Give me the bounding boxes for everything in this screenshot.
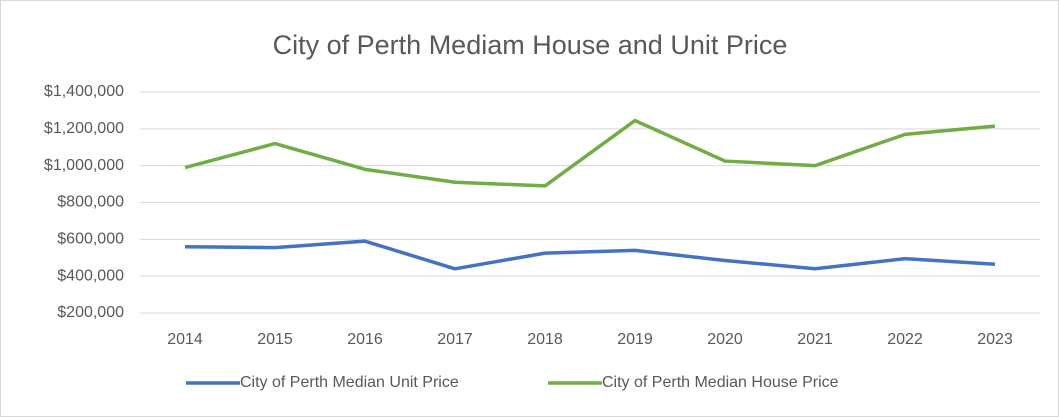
x-tick-label: 2023	[977, 331, 1013, 348]
y-tick-label: $600,000	[57, 231, 124, 248]
legend-label: City of Perth Median House Price	[602, 374, 839, 391]
x-tick-label: 2018	[527, 331, 563, 348]
y-tick-label: $1,200,000	[44, 120, 124, 137]
y-tick-label: $400,000	[57, 267, 124, 284]
series-line	[184, 239, 996, 271]
x-tick-label: 2022	[887, 331, 923, 348]
chart-title: City of Perth Mediam House and Unit Pric…	[273, 30, 788, 60]
x-tick-label: 2015	[257, 331, 293, 348]
y-tick-label: $1,400,000	[44, 83, 124, 100]
x-tick-label: 2019	[617, 331, 653, 348]
legend-label: City of Perth Median Unit Price	[240, 374, 459, 391]
x-tick-label: 2021	[797, 331, 833, 348]
y-tick-label: $800,000	[57, 194, 124, 211]
x-tick-label: 2017	[437, 331, 473, 348]
x-tick-label: 2020	[707, 331, 743, 348]
series-line	[184, 118, 996, 188]
x-tick-label: 2016	[347, 331, 383, 348]
y-tick-label: $200,000	[57, 304, 124, 321]
x-tick-label: 2014	[167, 331, 203, 348]
y-tick-label: $1,000,000	[44, 157, 124, 174]
